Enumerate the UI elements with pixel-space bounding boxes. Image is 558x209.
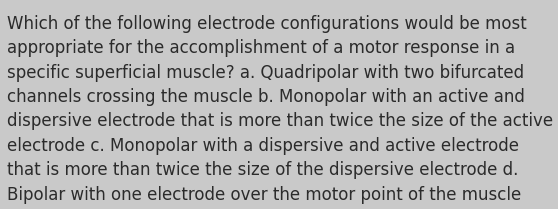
Text: Bipolar with one electrode over the motor point of the muscle: Bipolar with one electrode over the moto… [7, 186, 522, 204]
Text: electrode c. Monopolar with a dispersive and active electrode: electrode c. Monopolar with a dispersive… [7, 137, 519, 155]
Text: dispersive electrode that is more than twice the size of the active: dispersive electrode that is more than t… [7, 112, 554, 130]
Text: appropriate for the accomplishment of a motor response in a: appropriate for the accomplishment of a … [7, 39, 516, 57]
Text: Which of the following electrode configurations would be most: Which of the following electrode configu… [7, 15, 527, 33]
Text: that is more than twice the size of the dispersive electrode d.: that is more than twice the size of the … [7, 161, 518, 179]
Text: specific superficial muscle? a. Quadripolar with two bifurcated: specific superficial muscle? a. Quadripo… [7, 64, 525, 82]
Text: channels crossing the muscle b. Monopolar with an active and: channels crossing the muscle b. Monopola… [7, 88, 525, 106]
